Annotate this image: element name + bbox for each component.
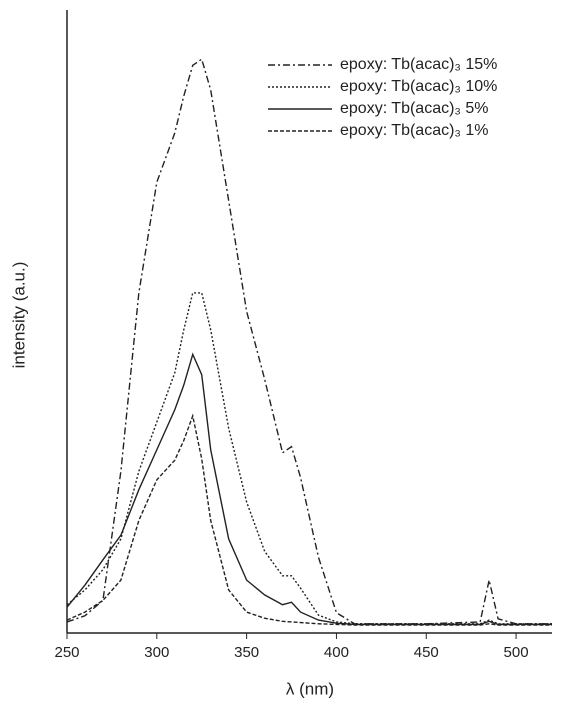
- legend-label: epoxy: Tb(acac)₃ 5%: [340, 100, 489, 117]
- x-tick-label: 450: [414, 644, 439, 661]
- series-line: [66, 413, 552, 626]
- x-tick-label: 500: [504, 644, 529, 661]
- x-tick-label: 250: [54, 644, 79, 661]
- series-line: [66, 292, 552, 625]
- legend-label: epoxy: Tb(acac)₃ 15%: [340, 56, 497, 73]
- x-tick-label: 350: [234, 644, 259, 661]
- series-line: [66, 58, 552, 625]
- series-line: [66, 352, 552, 626]
- x-axis-label: λ (nm): [286, 679, 334, 698]
- x-tick-label: 300: [144, 644, 169, 661]
- x-tick-label: 400: [324, 644, 349, 661]
- legend-label: epoxy: Tb(acac)₃ 10%: [340, 78, 497, 95]
- legend-label: epoxy: Tb(acac)₃ 1%: [340, 122, 489, 139]
- y-axis-label: intensity (a.u.): [9, 262, 28, 369]
